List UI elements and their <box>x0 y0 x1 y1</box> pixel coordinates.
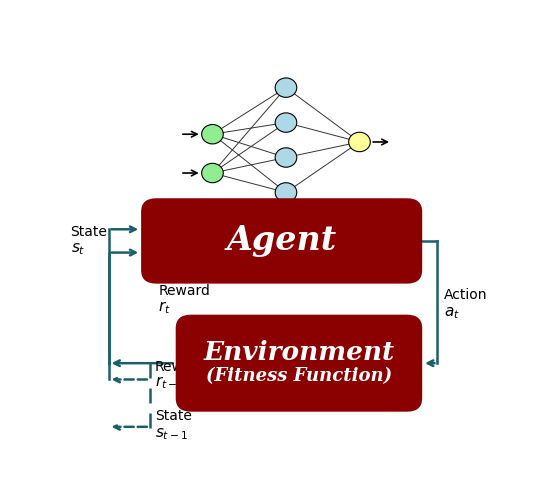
Circle shape <box>201 163 223 183</box>
Circle shape <box>275 78 297 97</box>
Circle shape <box>201 124 223 144</box>
Text: Reward: Reward <box>158 284 210 297</box>
Text: Environment: Environment <box>203 340 395 365</box>
Text: Reward: Reward <box>155 360 207 374</box>
FancyBboxPatch shape <box>141 198 422 284</box>
Text: $r_t$: $r_t$ <box>158 299 171 316</box>
Circle shape <box>349 132 371 152</box>
FancyBboxPatch shape <box>176 314 422 412</box>
Text: Action: Action <box>444 288 487 302</box>
Circle shape <box>275 113 297 132</box>
Text: $r_{t-1}$: $r_{t-1}$ <box>155 374 186 391</box>
Text: $s_{t-1}$: $s_{t-1}$ <box>155 427 188 443</box>
Text: State: State <box>71 225 108 239</box>
Text: $s_t$: $s_t$ <box>71 241 85 258</box>
Text: $a_t$: $a_t$ <box>444 305 460 321</box>
Text: Agent: Agent <box>227 224 336 258</box>
Text: State: State <box>155 409 192 423</box>
Text: (Fitness Function): (Fitness Function) <box>206 366 392 385</box>
Circle shape <box>275 183 297 202</box>
Circle shape <box>275 148 297 167</box>
